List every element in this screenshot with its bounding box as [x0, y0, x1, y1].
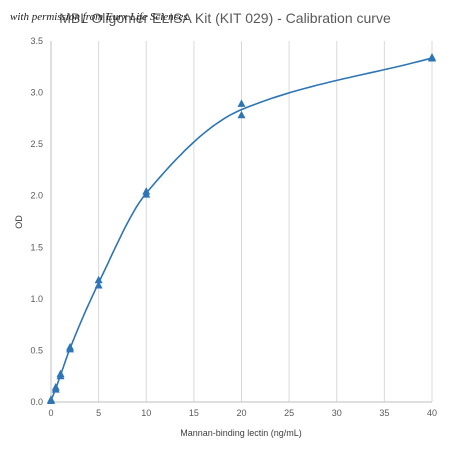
chart-title: MBL Oligomer ELISA Kit (KIT 029) - Calib… — [59, 10, 391, 26]
tick-labels: 0 5 10 15 20 25 30 35 40 0.0 0.5 1.0 1.5 2.0 2.5 3.0 3.5 — [30, 36, 437, 418]
x-axis-label: Mannan-binding lectin (ng/mL) — [180, 428, 302, 438]
x-tick-label: 30 — [332, 408, 342, 418]
axes — [50, 41, 432, 403]
data-point — [94, 275, 103, 284]
y-tick-label: 0.5 — [30, 345, 43, 355]
data-point — [56, 369, 65, 378]
y-tick-label: 2.0 — [30, 191, 43, 201]
data-point — [237, 99, 246, 107]
x-tick-label: 35 — [379, 408, 389, 418]
data-point — [51, 383, 60, 391]
data-point — [94, 280, 103, 289]
y-tick-label: 2.5 — [30, 139, 43, 149]
grid-lines — [98, 41, 433, 402]
x-tick-label: 5 — [96, 408, 101, 418]
x-tick-label: 40 — [427, 408, 437, 418]
x-tick-label: 0 — [48, 408, 53, 418]
data-point — [237, 110, 246, 119]
x-tick-label: 25 — [284, 408, 294, 418]
x-tick-label: 10 — [141, 408, 151, 418]
data-point — [428, 53, 436, 61]
y-tick-label: 3.5 — [30, 36, 43, 46]
y-tick-label: 1.5 — [30, 242, 43, 252]
x-tick-label: 20 — [236, 408, 246, 418]
watermark-text: with permission from Eurx Life Sciences — [10, 11, 188, 23]
y-tick-label: 0.0 — [30, 397, 43, 407]
y-tick-label: 3.0 — [30, 88, 43, 98]
y-tick-label: 1.0 — [30, 294, 43, 304]
data-point — [66, 342, 75, 351]
x-tick-label: 15 — [189, 408, 199, 418]
y-axis-label: OD — [14, 215, 24, 229]
data-point — [142, 187, 151, 195]
data-points — [47, 53, 436, 404]
data-point — [47, 396, 55, 404]
